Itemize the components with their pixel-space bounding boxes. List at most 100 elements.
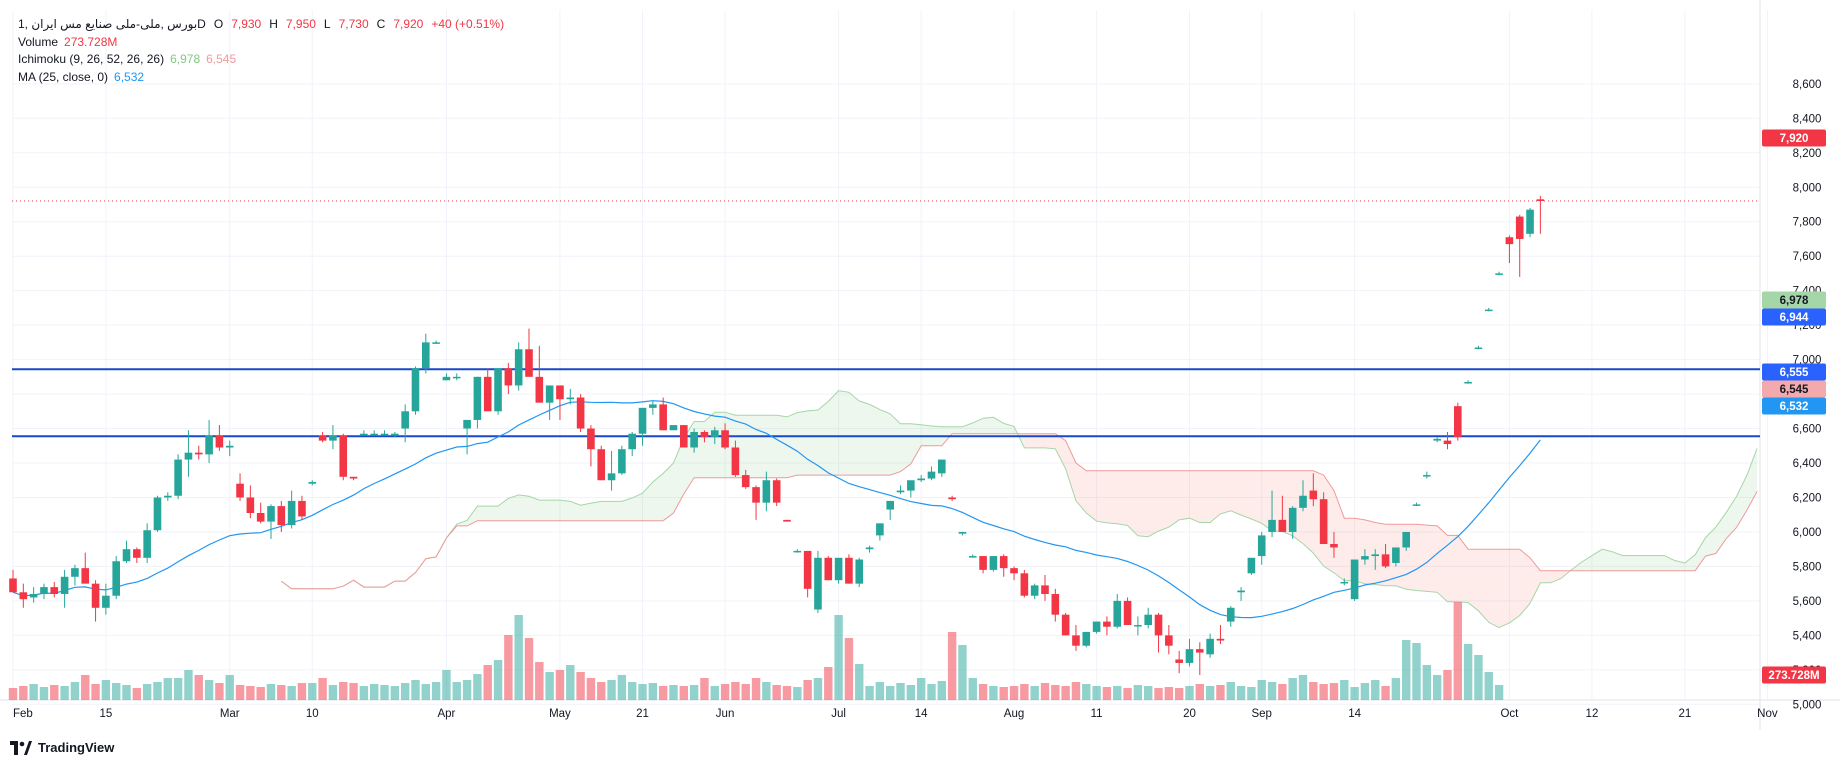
- legend-volume-row[interactable]: Volume 273.728M: [18, 34, 506, 52]
- cloud-segment: [1478, 549, 1489, 623]
- candle-body: [680, 425, 688, 448]
- candle-body: [793, 550, 802, 553]
- candle-body: [1082, 631, 1091, 646]
- candle-body: [659, 404, 667, 431]
- candle-body: [958, 531, 967, 534]
- cloud-segment: [1168, 470, 1180, 528]
- candle-body: [143, 530, 151, 558]
- candle: [473, 376, 482, 429]
- cloud-segment: [869, 404, 880, 476]
- candle: [174, 454, 182, 500]
- volume-bar: [1102, 687, 1112, 700]
- legend-ichimoku-row[interactable]: Ichimoku (9, 26, 52, 26, 26) 6,978 6,545: [18, 51, 506, 69]
- candle-body: [1237, 590, 1245, 593]
- candle-body: [29, 593, 38, 598]
- candle: [19, 583, 28, 608]
- candle-body: [1268, 519, 1276, 532]
- candle: [1175, 650, 1183, 674]
- candle: [391, 431, 399, 438]
- volume-bar: [1288, 678, 1297, 700]
- candle: [618, 445, 626, 476]
- cloud-segment: [663, 463, 674, 521]
- candle-body: [700, 431, 709, 438]
- candle-body: [1299, 495, 1307, 508]
- candle: [1144, 607, 1152, 629]
- cloud-segment: [838, 390, 849, 476]
- candle: [834, 557, 843, 584]
- legend-symbol-row[interactable]: 1, بورس ,ملی-ملی صنایع مس ایرانD O 7,930 …: [18, 16, 506, 34]
- volume-bar: [504, 635, 513, 700]
- volume-bar: [1185, 686, 1194, 700]
- volume-bar: [906, 685, 916, 700]
- candle: [1278, 495, 1287, 532]
- candle-body: [411, 368, 420, 412]
- candle: [215, 425, 224, 451]
- tag-senkou-b: 6,545: [1762, 380, 1826, 398]
- cloud-segment: [1612, 551, 1623, 571]
- volume-bar: [968, 678, 977, 700]
- y-tick-label: 6,600: [1793, 424, 1822, 436]
- volume-bar: [411, 680, 420, 700]
- candle-body: [349, 476, 358, 479]
- volume-bar: [576, 672, 585, 700]
- candle: [597, 445, 606, 481]
- volume-bar: [1309, 682, 1318, 700]
- tag-hline-upper: 6,944: [1762, 308, 1826, 326]
- cloud-segment: [1447, 535, 1458, 602]
- candle: [329, 425, 337, 450]
- tradingview-brand[interactable]: TradingView: [10, 740, 114, 755]
- candle-body: [236, 483, 244, 498]
- cloud-segment: [1715, 512, 1727, 554]
- candle-body: [380, 433, 389, 436]
- candle-body: [834, 557, 843, 581]
- cloud-segment: [745, 415, 757, 478]
- tag-label: 273.728M: [1768, 670, 1819, 682]
- candle: [855, 557, 864, 588]
- volume-bar: [287, 686, 296, 700]
- candle-body: [1361, 556, 1369, 560]
- candle-body: [772, 480, 781, 503]
- candle-body: [122, 549, 131, 562]
- candle: [1505, 235, 1514, 264]
- volume-bar: [1381, 686, 1390, 700]
- candle-body: [1464, 382, 1472, 384]
- candle-body: [721, 430, 729, 448]
- candle: [9, 569, 17, 593]
- volume-bar: [8, 688, 18, 700]
- candle-body: [1216, 638, 1225, 641]
- candle-body: [824, 557, 833, 581]
- cloud-segment: [890, 413, 901, 476]
- cloud-segment: [1220, 470, 1231, 514]
- candle-body: [886, 500, 894, 510]
- volume-bar: [122, 685, 131, 700]
- candle: [1350, 559, 1359, 601]
- cloud-segment: [1127, 470, 1138, 536]
- candle-body: [535, 376, 544, 403]
- volume-bar: [947, 632, 957, 700]
- volume-bar: [81, 675, 90, 700]
- volume-bar: [1216, 685, 1225, 700]
- candle: [29, 587, 38, 603]
- candle-body: [1536, 199, 1545, 202]
- volume-bar: [483, 665, 492, 700]
- candle: [535, 345, 544, 403]
- candle-body: [318, 435, 327, 441]
- legend-volume-value: 273.728M: [64, 34, 118, 49]
- candle-body: [948, 497, 956, 500]
- volume-bar: [1226, 682, 1235, 700]
- candle: [380, 430, 389, 436]
- cloud-segment: [1633, 555, 1644, 571]
- cloud-segment: [1055, 433, 1066, 469]
- volume-bar: [1113, 686, 1122, 700]
- volume-bar: [50, 685, 59, 700]
- candle: [731, 440, 740, 477]
- volume-bar: [999, 687, 1008, 700]
- volume-bar: [1082, 684, 1091, 700]
- legend-high: 7,950: [285, 17, 316, 31]
- legend-ma-row[interactable]: MA (25, close, 0) 6,532: [18, 69, 506, 87]
- candle: [845, 554, 853, 584]
- volume-bar: [256, 687, 265, 700]
- candle-body: [1257, 535, 1266, 557]
- candle-body: [1051, 593, 1060, 615]
